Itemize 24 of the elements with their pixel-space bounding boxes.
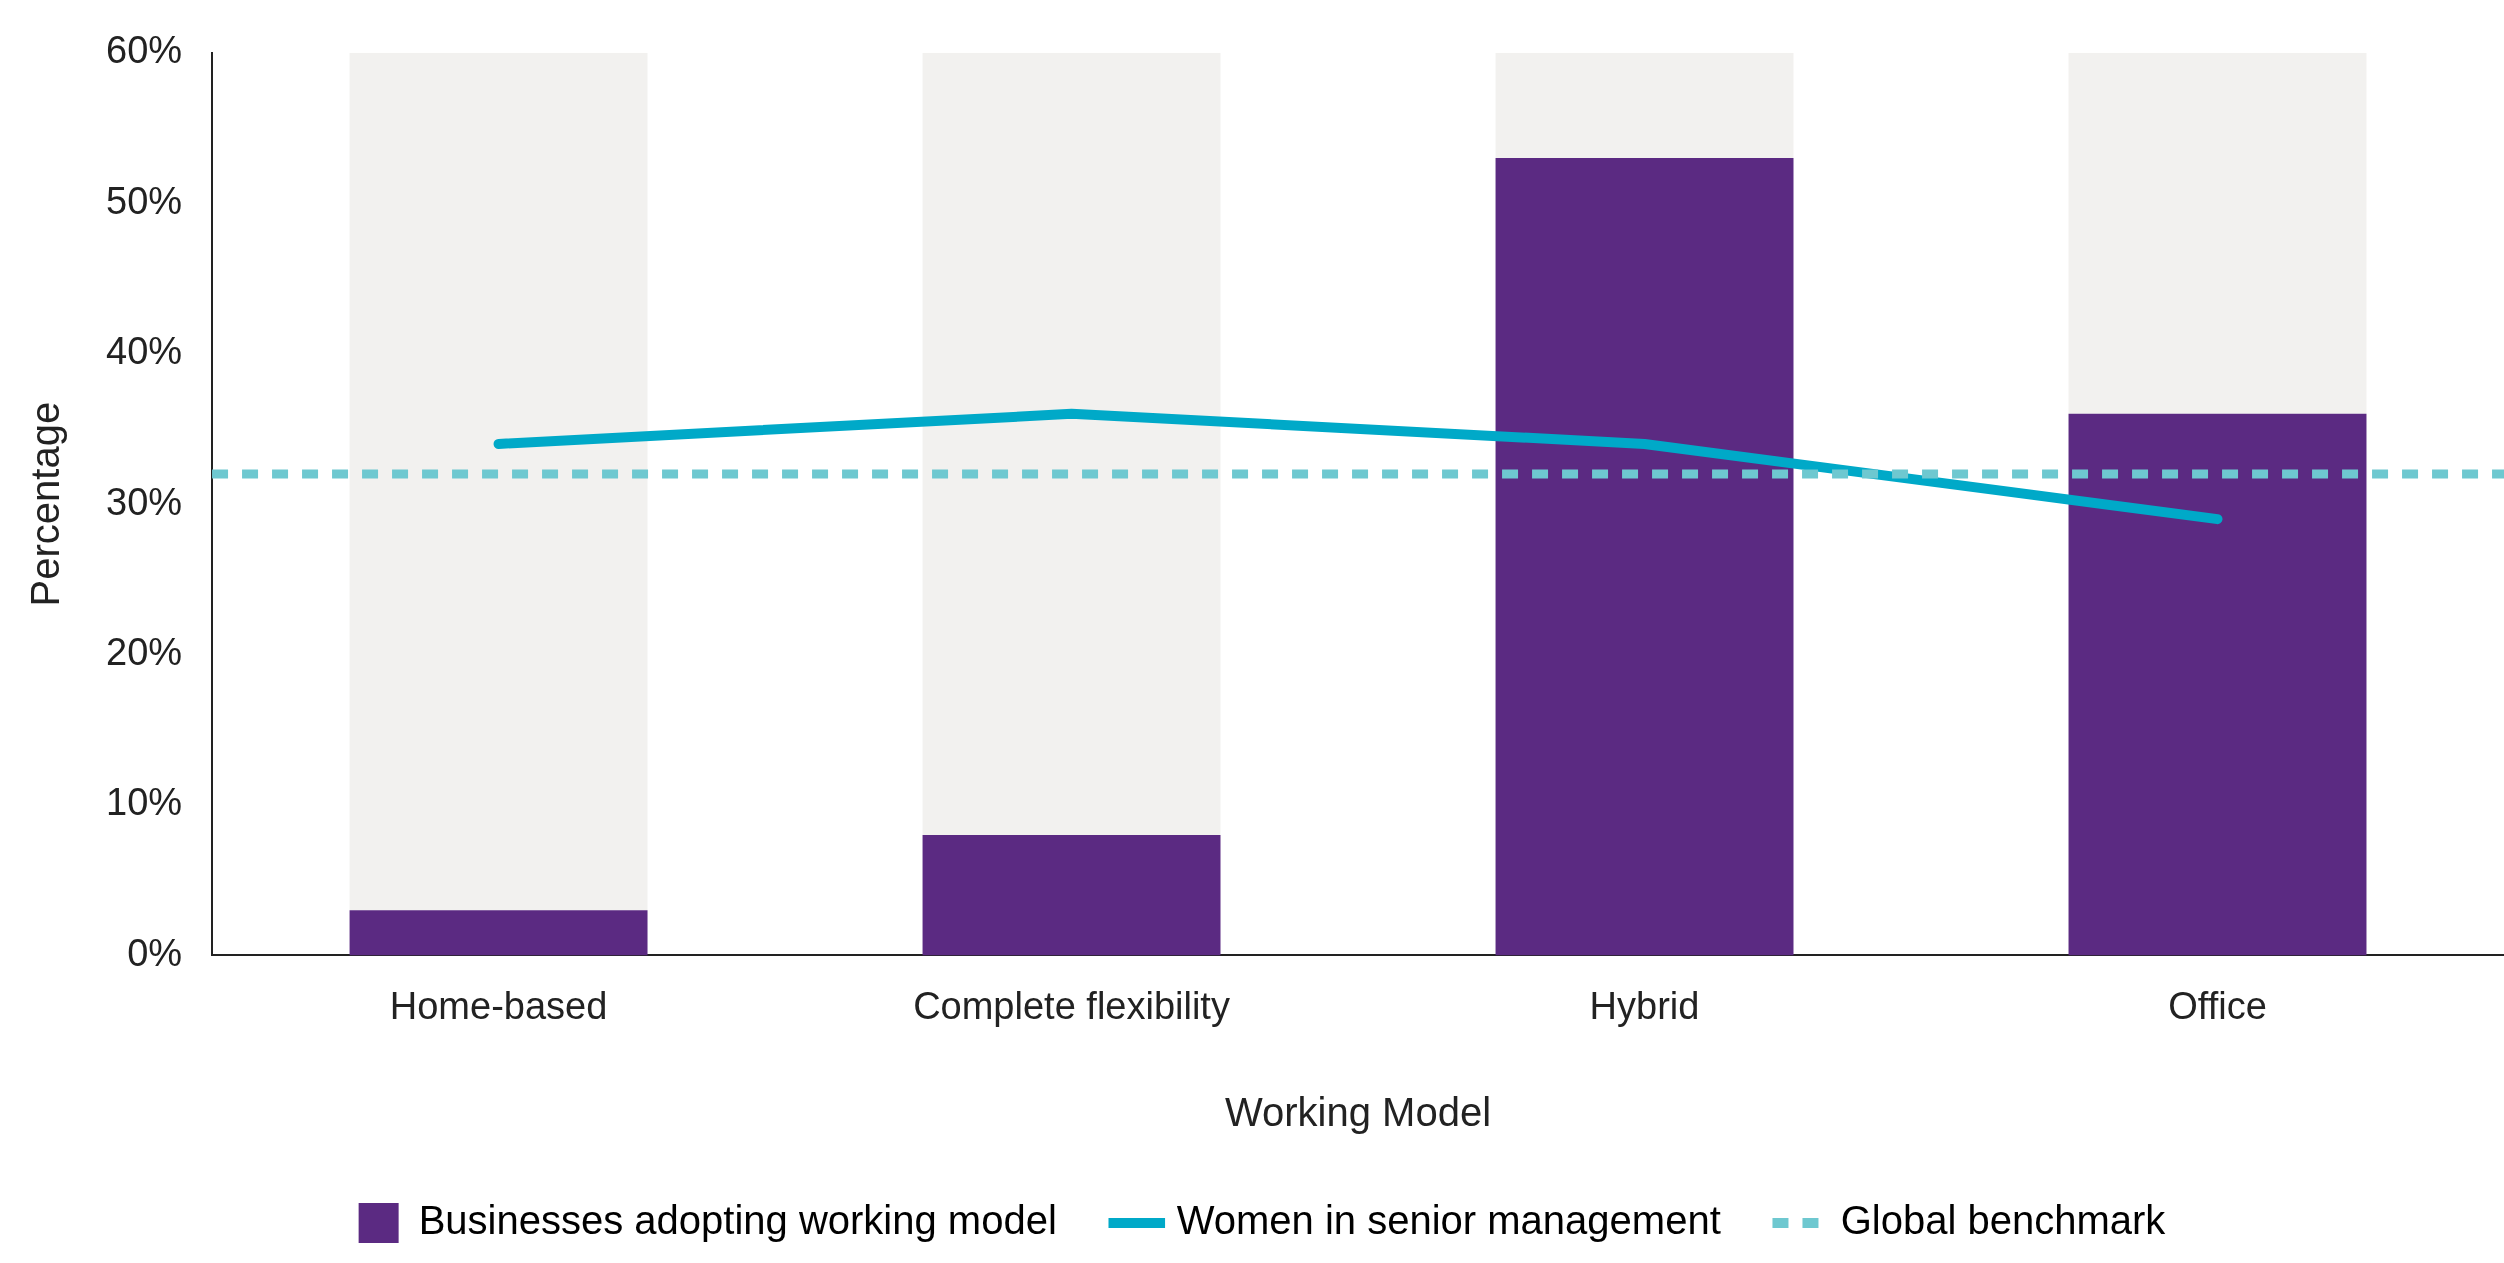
y-axis-title: Percentage xyxy=(23,401,68,607)
bar xyxy=(1495,158,1794,956)
bar xyxy=(922,835,1221,956)
x-tick-label: Complete flexibility xyxy=(913,984,1230,1027)
legend-label: Women in senior management xyxy=(1176,1198,1721,1243)
x-axis-title: Working Model xyxy=(1225,1090,1492,1135)
y-tick-label: 60% xyxy=(105,29,183,72)
y-tick-label: 50% xyxy=(105,179,183,222)
x-tick-label: Hybrid xyxy=(1589,984,1700,1027)
bar xyxy=(2068,52,2367,414)
legend-label: Businesses adopting working model xyxy=(418,1198,1057,1243)
y-tick-label: 0% xyxy=(127,931,183,974)
bar xyxy=(349,910,648,956)
y-tick-label: 40% xyxy=(105,330,183,373)
bar xyxy=(2068,413,2367,956)
y-tick-label: 20% xyxy=(105,631,183,674)
bar xyxy=(922,52,1221,836)
legend-label: Global benchmark xyxy=(1840,1198,2167,1243)
bar xyxy=(1495,52,1794,159)
y-tick-label: 30% xyxy=(105,480,183,523)
x-tick-label: Home-based xyxy=(389,984,608,1027)
bar xyxy=(349,52,648,911)
y-tick-label: 10% xyxy=(105,781,183,824)
x-tick-label: Office xyxy=(2168,984,2267,1027)
